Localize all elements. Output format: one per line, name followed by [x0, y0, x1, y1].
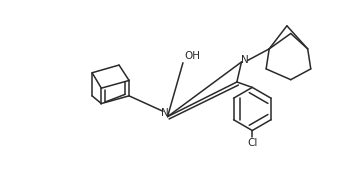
Text: OH: OH	[185, 51, 201, 61]
Text: Cl: Cl	[247, 138, 257, 148]
Text: N: N	[161, 108, 169, 118]
Text: N: N	[241, 55, 248, 65]
